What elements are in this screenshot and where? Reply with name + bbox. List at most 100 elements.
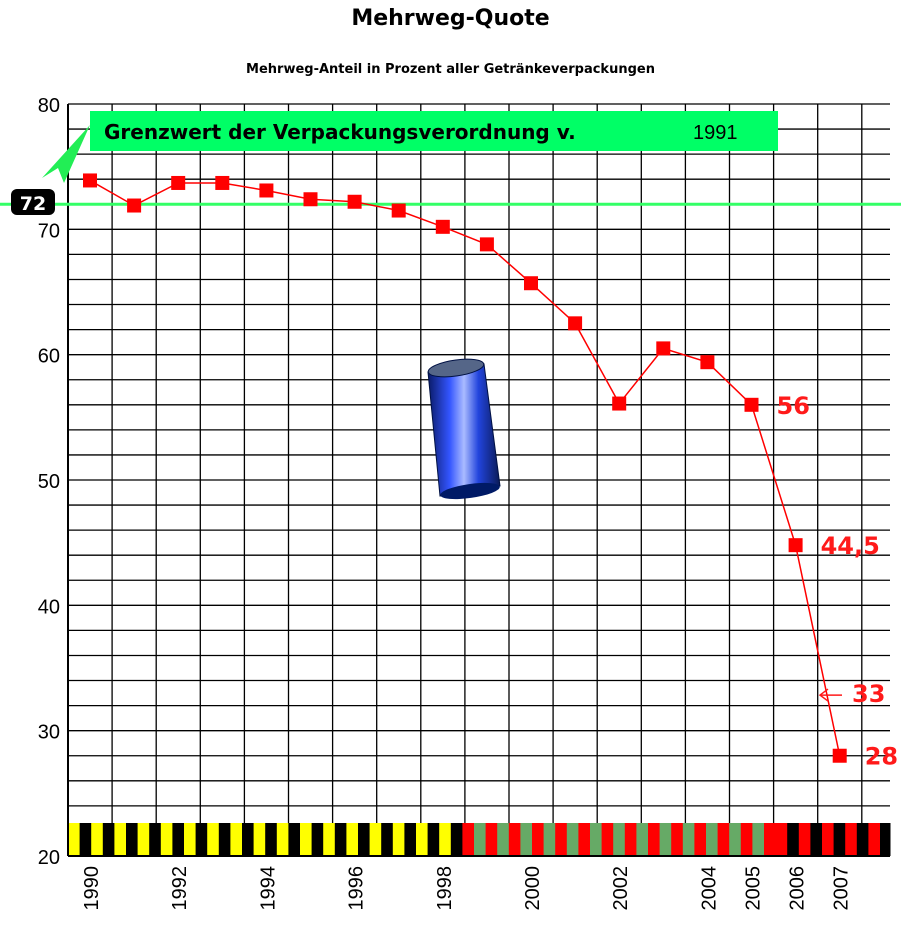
stripe-segment [265, 823, 278, 856]
stripe-segment [114, 823, 127, 856]
data-point-marker [744, 397, 759, 412]
data-point-marker [700, 355, 715, 370]
x-tick-label: 2005 [743, 866, 765, 911]
axes [67, 104, 890, 857]
y-tick-label: 80 [38, 95, 60, 117]
stripe-segment [439, 823, 452, 856]
stripe-segment [381, 823, 394, 856]
threshold-badge-text: 72 [20, 193, 46, 215]
stripe-segment [624, 823, 637, 856]
stripe-segment [671, 823, 684, 856]
stripe-segment [218, 823, 231, 856]
stripe-segment [555, 823, 568, 856]
data-point-marker [832, 748, 847, 763]
stripe-segment [323, 823, 336, 856]
threshold-badge: 72 [11, 189, 55, 215]
stripe-segment [230, 823, 243, 856]
data-label: 56 [777, 392, 810, 420]
stripe-segment [659, 823, 672, 856]
stripe-segment [160, 823, 173, 856]
stripe-segment [207, 823, 220, 856]
stripe-segment [195, 823, 208, 856]
stripe-segment [172, 823, 185, 856]
data-label: 28 [865, 743, 898, 771]
stripe-segment [590, 823, 603, 856]
stripe-segment [184, 823, 197, 856]
threshold-arrow-icon [42, 125, 90, 183]
stripe-segment [520, 823, 533, 856]
data-point-marker [259, 183, 274, 198]
stripe-segment [508, 823, 521, 856]
stripe-segment [497, 823, 510, 856]
stripe-segment [485, 823, 498, 856]
stripe-segment [369, 823, 382, 856]
y-tick-label: 20 [38, 847, 60, 869]
stripe-segment [334, 823, 347, 856]
data-point-marker [656, 341, 671, 356]
stripe-segment [68, 823, 81, 856]
stripe-segment [717, 823, 730, 856]
annotation-arrow-icon [818, 688, 829, 702]
stripe-segment [404, 823, 417, 856]
series-markers [83, 173, 847, 763]
stripe-segment [358, 823, 371, 856]
stripe-segment [694, 823, 707, 856]
y-axis-ticks: 20 30 40 50 60 70 80 [38, 95, 60, 869]
beverage-can-icon [427, 358, 501, 500]
stripe-segment [682, 823, 695, 856]
stripe-segment [149, 823, 162, 856]
stripe-segment [427, 823, 440, 856]
stripe-segment [276, 823, 289, 856]
x-tick-label: 2007 [831, 866, 853, 911]
stripe-segment [740, 823, 753, 856]
y-tick-label: 50 [38, 471, 60, 493]
stripe-segment [474, 823, 487, 856]
stripe-segment [137, 823, 150, 856]
data-point-marker [435, 219, 450, 234]
y-tick-label: 60 [38, 346, 60, 368]
x-tick-label: 2004 [698, 866, 720, 911]
x-tick-label: 2000 [522, 866, 544, 911]
chart-subtitle: Mehrweg-Anteil in Prozent aller Getränke… [246, 62, 655, 77]
stripe-segment [532, 823, 545, 856]
stripe-segment [416, 823, 429, 856]
x-tick-label: 1992 [169, 866, 191, 911]
stripe-segment [392, 823, 405, 856]
data-point-marker [215, 175, 230, 190]
stripe-segment [764, 823, 777, 856]
stripe-segment [91, 823, 104, 856]
stripe-segment [450, 823, 463, 856]
annotation-label: 33 [852, 680, 885, 708]
stripe-segment [126, 823, 139, 856]
stripe-segment [845, 823, 858, 856]
stripe-segment [822, 823, 835, 856]
y-tick-label: 70 [38, 220, 60, 242]
stripe-segment [462, 823, 475, 856]
x-tick-label: 1990 [81, 866, 103, 911]
x-axis-ticks: 1990 1992 1994 1996 1998 2000 2002 2004 2005 2006… [81, 866, 853, 911]
x-tick-label: 1996 [346, 866, 368, 911]
x-tick-label: 1994 [257, 866, 279, 911]
data-point-marker [524, 276, 538, 291]
stripe-segment [578, 823, 591, 856]
stripe-segment [648, 823, 661, 856]
data-point-marker [171, 175, 186, 190]
threshold-banner-label: Grenzwert der Verpackungsverordnung v. [104, 120, 576, 144]
data-point-marker [303, 192, 318, 207]
y-tick-label: 30 [38, 722, 60, 744]
decade-stripe-bar [68, 823, 891, 856]
data-point-marker [391, 203, 406, 218]
stripe-segment [706, 823, 719, 856]
data-point-marker [479, 237, 494, 252]
stripe-segment [752, 823, 765, 856]
stripe-segment [300, 823, 313, 856]
data-point-marker [568, 316, 583, 331]
stripe-segment [543, 823, 556, 856]
stripe-segment [242, 823, 255, 856]
stripe-segment [253, 823, 266, 856]
data-label: 44,5 [821, 532, 880, 560]
x-tick-label: 2006 [787, 866, 809, 911]
stripe-segment [346, 823, 359, 856]
stripe-segment [856, 823, 869, 856]
